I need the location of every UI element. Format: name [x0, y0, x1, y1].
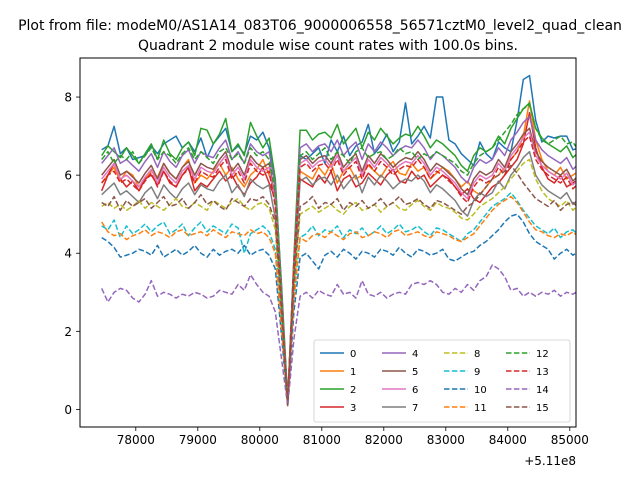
legend-label-13: 13	[536, 367, 549, 378]
series-line-5	[101, 127, 576, 405]
series-line-9	[101, 191, 576, 407]
y-tick-label: 0	[64, 403, 72, 417]
y-tick-label: 4	[64, 247, 72, 261]
x-tick-label: 79000	[179, 433, 217, 447]
series-line-10	[101, 213, 576, 407]
x-offset-label: +5.11e8	[524, 454, 576, 468]
chart-suptitle: Plot from file: modeM0/AS1A14_083T06_900…	[18, 18, 622, 34]
series-line-4	[101, 115, 576, 405]
series-line-2	[101, 102, 576, 405]
x-tick-label: 82000	[365, 433, 403, 447]
y-tick-label: 6	[64, 169, 72, 183]
x-tick-label: 85000	[551, 433, 589, 447]
chart-title: Quadrant 2 module wise count rates with …	[138, 38, 518, 54]
legend-label-7: 7	[412, 403, 418, 414]
legend-label-2: 2	[350, 385, 356, 396]
legend-label-3: 3	[350, 403, 356, 414]
y-tick-label: 8	[64, 91, 72, 105]
legend-label-15: 15	[536, 403, 549, 414]
legend-label-11: 11	[474, 403, 487, 414]
x-tick-label: 84000	[489, 433, 527, 447]
series-line-7	[101, 150, 576, 405]
legend-label-8: 8	[474, 349, 480, 360]
series-line-15	[101, 164, 576, 407]
x-tick-label: 78000	[117, 433, 155, 447]
y-tick-label: 2	[64, 325, 72, 339]
legend-label-10: 10	[474, 385, 487, 396]
axis-layer: 78000 79000 80000 81000 82000 83000 84000 85000…	[64, 91, 589, 447]
plot-frame	[79, 57, 577, 428]
series-line-12	[101, 104, 576, 405]
legend-label-5: 5	[412, 367, 418, 378]
series-layer	[101, 74, 576, 407]
legend-box	[313, 339, 571, 423]
x-tick-label: 80000	[241, 433, 279, 447]
series-line-13	[101, 135, 576, 405]
series-line-11	[101, 195, 576, 407]
series-line-3	[101, 111, 576, 403]
legend-label-6: 6	[412, 385, 418, 396]
x-tick-label: 81000	[303, 433, 341, 447]
series-line-1	[101, 100, 576, 403]
series-line-6	[101, 131, 576, 405]
legend-label-9: 9	[474, 367, 480, 378]
legend-label-0: 0	[350, 349, 356, 360]
series-line-14	[101, 264, 576, 407]
series-line-0	[101, 74, 576, 401]
x-tick-label: 83000	[427, 433, 465, 447]
legend-label-12: 12	[536, 349, 549, 360]
legend-label-4: 4	[412, 349, 418, 360]
legend-label-1: 1	[350, 367, 356, 378]
legend-label-14: 14	[536, 385, 549, 396]
